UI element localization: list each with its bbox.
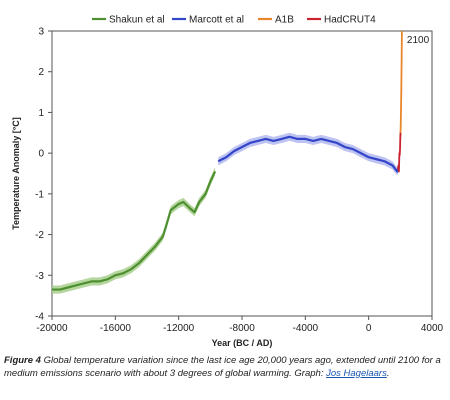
- chart: -20000 -16000 -12000 -8000 -4000 0 4000 -4 -3 -2 -…: [11, 15, 444, 349]
- x-axis-title: Year (BC / AD): [212, 338, 273, 348]
- y-tick-label: -2: [35, 230, 44, 241]
- x-tick-label: -16000: [100, 323, 132, 334]
- caption-label: Figure 4: [4, 355, 41, 366]
- y-tick-label: 2: [38, 67, 44, 78]
- caption-end: .: [386, 367, 390, 379]
- x-tick-label: 0: [366, 323, 372, 334]
- y-tick-label: 1: [38, 108, 44, 119]
- series-line-shakun-et-al: [52, 170, 217, 291]
- series-band-shakun-et-al: [52, 167, 216, 294]
- legend-label: A1B: [275, 15, 294, 26]
- legend-label: Marcott et al: [189, 15, 244, 26]
- x-tick-label: 4000: [421, 323, 444, 334]
- figure-caption: Figure 4 Global temperature variation si…: [4, 355, 446, 380]
- legend-label: Shakun et al: [109, 15, 165, 26]
- caption-credit-link[interactable]: Jos Hagelaars: [326, 367, 387, 379]
- series-line-hadcrut4: [397, 132, 402, 173]
- y-axis-title: Temperature Anomaly [°C]: [11, 117, 21, 230]
- series-line-marcott-et-al: [217, 135, 400, 173]
- x-tick-label: -20000: [36, 323, 68, 334]
- annotation-label: 2100: [407, 35, 430, 46]
- series-line-a1b: [399, 30, 403, 137]
- caption-text: Global temperature variation since the l…: [4, 355, 441, 379]
- x-tick-label: -12000: [163, 323, 195, 334]
- legend-label: HadCRUT4: [324, 15, 376, 26]
- y-tick-label: 0: [38, 149, 44, 160]
- y-tick-label: -1: [35, 189, 44, 200]
- y-tick-label: 3: [38, 27, 44, 38]
- x-tick-label: -4000: [293, 323, 319, 334]
- series-band-marcott-et-al: [218, 132, 399, 176]
- x-tick-label: -8000: [229, 323, 255, 334]
- y-tick-label: -3: [35, 271, 44, 282]
- plot-area-border: [51, 30, 433, 317]
- y-tick-label: -4: [35, 312, 44, 323]
